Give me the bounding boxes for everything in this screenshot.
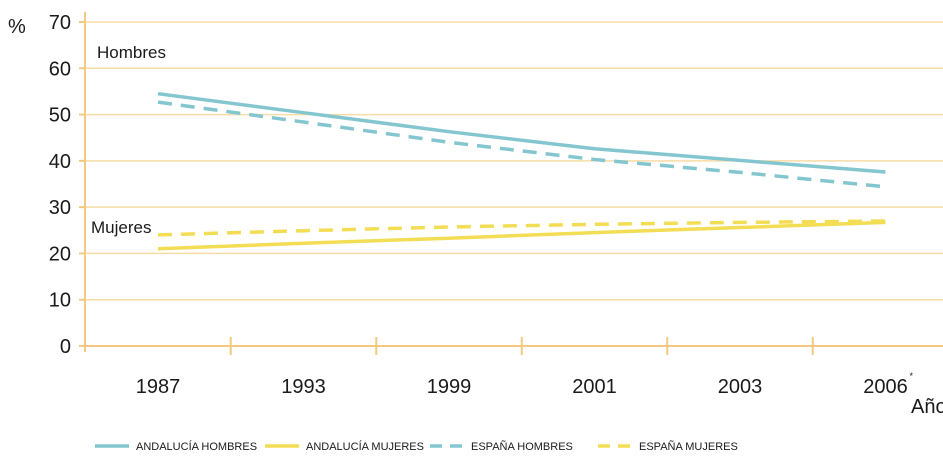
x-tick-label: 2006 <box>863 376 908 398</box>
series-line-andalucía-hombres <box>157 91 886 174</box>
legend: ANDALUCÍA HOMBRES ANDALUCÍA MUJERES ESPAÑA… <box>95 440 738 453</box>
legend-label: ESPAÑA MUJERES <box>639 440 738 453</box>
x-tick-label: 1993 <box>281 376 326 398</box>
legend-label: ESPAÑA HOMBRES <box>471 440 573 453</box>
series-line-andalucía-mujeres <box>157 220 886 251</box>
x-tick-footnote-mark: * <box>910 371 914 381</box>
axes <box>79 12 943 352</box>
x-tick-label: 2001 <box>572 376 617 398</box>
annotation-mujeres: Mujeres <box>91 218 151 237</box>
y-tick-label: 50 <box>49 105 71 127</box>
x-tick-label: 1987 <box>136 376 181 398</box>
y-tick-label: 10 <box>49 290 71 312</box>
y-tick-label: 60 <box>49 58 71 80</box>
y-tick-label: 0 <box>60 336 71 358</box>
x-axis-label: Años <box>911 396 943 418</box>
y-tick-label: 40 <box>49 151 71 173</box>
grid-lines <box>85 21 943 301</box>
y-axis-tick-labels: 0 10 20 30 40 50 60 70 <box>49 12 85 358</box>
annotation-hombres: Hombres <box>97 43 166 62</box>
y-tick-label: 70 <box>49 12 71 34</box>
series-lines <box>157 91 886 251</box>
x-axis-tick-labels: 1987 1993 1999 2001 2003 2006 * <box>136 337 914 398</box>
legend-label: ANDALUCÍA MUJERES <box>306 440 424 453</box>
legend-label: ANDALUCÍA HOMBRES <box>136 440 257 453</box>
y-axis-label: % <box>8 16 26 38</box>
x-tick-label: 1999 <box>427 376 472 398</box>
series-line-españa-mujeres <box>157 219 886 237</box>
series-line-españa-hombres <box>157 100 886 189</box>
y-tick-label: 20 <box>49 243 71 265</box>
y-tick-label: 30 <box>49 197 71 219</box>
x-tick-label: 2003 <box>718 376 763 398</box>
